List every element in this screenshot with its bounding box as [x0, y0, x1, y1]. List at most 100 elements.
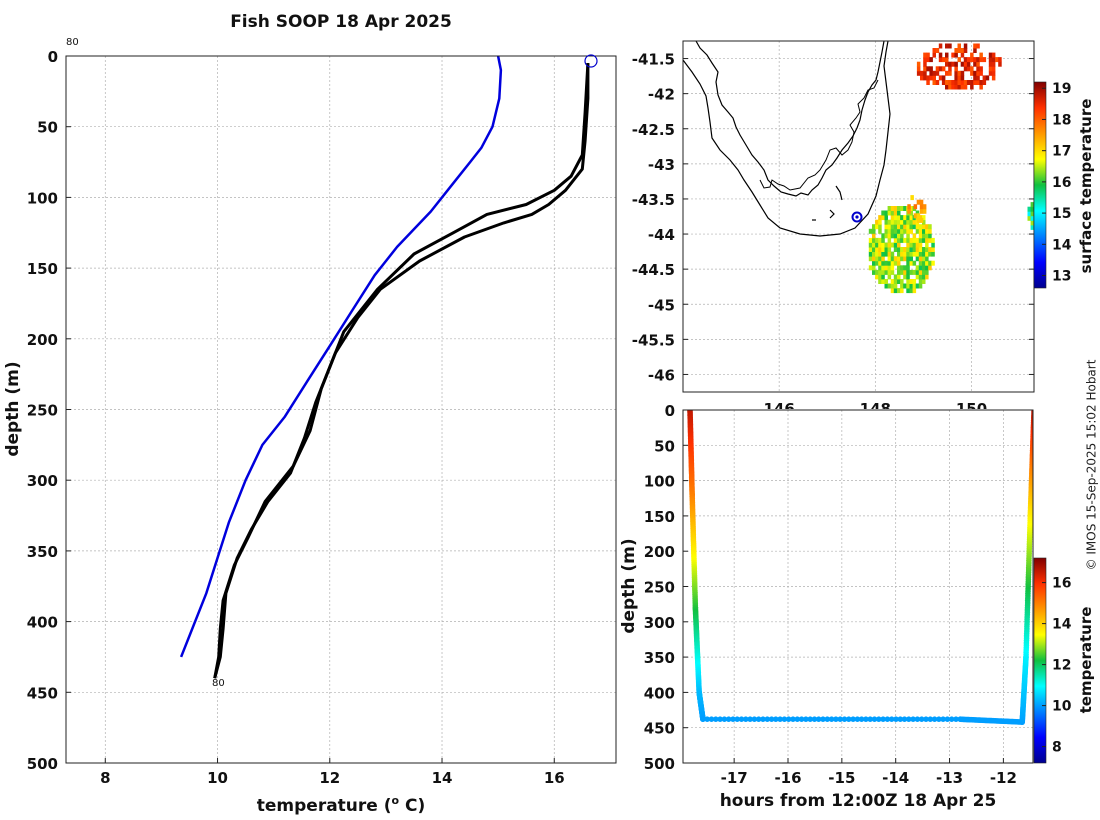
sst-pixel	[897, 224, 901, 230]
depth-sample	[721, 716, 728, 722]
depth-sample	[773, 716, 779, 722]
temperature-colorbar-tick-label: 16	[1052, 576, 1071, 592]
depth-sample	[833, 716, 839, 722]
sst-pixel	[884, 219, 888, 225]
sst-pixel	[875, 269, 879, 275]
sst-pixel	[887, 233, 892, 239]
sst-pixel	[916, 61, 921, 67]
sst-pixel	[951, 61, 955, 67]
sst-pixel	[872, 242, 876, 248]
depth-sample	[850, 716, 856, 722]
sst-pixel	[884, 251, 888, 257]
sst-pixel	[979, 57, 983, 63]
profile-y-tick-label: 0	[48, 48, 58, 66]
sst-pixel	[912, 269, 917, 275]
sst-pixel	[909, 224, 913, 230]
sst-pixel	[979, 52, 983, 58]
sst-pixel	[922, 256, 926, 262]
map-colorbar-ticks: 13 14 15 16 17 18 19	[1042, 81, 1072, 285]
sst-pixel	[932, 52, 936, 58]
sst-pixel	[890, 233, 895, 239]
sst-pixel	[922, 247, 926, 252]
depth-sample	[790, 716, 796, 722]
sst-pixel	[922, 233, 926, 239]
sst-pixel	[897, 215, 901, 221]
sst-pixel	[988, 70, 993, 76]
sst-pixel	[872, 265, 876, 271]
sst-pixel	[875, 237, 879, 243]
sst-pixel	[970, 80, 974, 85]
profile-panel: 8 10 12 14 16050100150200250300350400450500 …	[3, 12, 617, 816]
sst-pixel	[929, 66, 933, 72]
sst-pixel	[875, 242, 879, 248]
map-y-tick-label: -42.5	[632, 121, 675, 139]
profile-x-tick-label: 12	[319, 769, 340, 787]
sst-pixel	[897, 269, 901, 275]
sst-pixel	[931, 260, 935, 266]
sst-pixel	[991, 66, 996, 72]
profile-x-tick-label: 10	[207, 769, 228, 787]
sst-pixel	[906, 288, 910, 294]
sst-pixel	[948, 61, 952, 67]
sst-pixel	[868, 265, 873, 271]
sst-pixel	[1030, 211, 1034, 217]
time-tick-labels: -17 -16 -15 -14 -13 -12 0 50 100 150 200 250 300 350 4…	[644, 402, 1017, 787]
sst-pixel	[903, 228, 907, 234]
sst-pixel	[900, 237, 904, 243]
sst-pixel	[900, 233, 904, 239]
sst-pixel	[903, 269, 907, 275]
depth-sample	[811, 716, 818, 722]
sst-pixel	[957, 84, 961, 90]
sst-pixel	[932, 80, 936, 85]
sst-pixel	[881, 210, 885, 216]
sst-pixel	[923, 66, 927, 72]
sst-pixel	[918, 274, 923, 280]
sst-pixel	[970, 70, 974, 76]
time-depth-panel: -17 -16 -15 -14 -13 -12 0 50 100 150 200 250 300 350 4…	[619, 402, 1095, 811]
profile-grid	[66, 55, 616, 764]
sst-pixel	[903, 237, 907, 243]
sst-pixel	[938, 57, 943, 63]
profile-lines	[179, 56, 590, 679]
profile-series-0	[179, 56, 503, 658]
sst-pixel	[960, 70, 965, 76]
sst-pixel	[966, 66, 971, 72]
depth-sample	[931, 716, 938, 722]
sst-pixel	[929, 57, 933, 63]
depth-sample	[888, 716, 895, 722]
depth-sample	[906, 716, 912, 722]
sst-pixel	[926, 52, 930, 58]
sst-pixel	[954, 84, 958, 90]
chart-title: Fish SOOP 18 Apr 2025	[230, 12, 452, 32]
map-panel: 146148150-41.5-42-42.5-43-43.5-44-44.5-4…	[632, 40, 1095, 421]
sst-pixel	[893, 206, 898, 211]
sst-pixel	[890, 260, 895, 266]
depth-sample	[777, 716, 783, 722]
sst-pixel	[945, 52, 949, 58]
time-y-axis-label: depth (m)	[619, 538, 639, 633]
sst-pixel	[919, 204, 924, 210]
sst-pixel	[897, 265, 901, 271]
sst-pixel	[926, 80, 930, 85]
sst-pixel	[900, 224, 904, 230]
sst-pixel	[925, 233, 929, 239]
sst-pixel	[957, 80, 961, 85]
sst-pixel	[890, 242, 895, 248]
sst-pixel	[922, 237, 926, 243]
profile-y-tick-label: 250	[27, 402, 58, 420]
sst-pixel	[893, 283, 898, 289]
profile-x-tick-label: 14	[432, 769, 453, 787]
depth-sample	[725, 716, 732, 722]
depth-sample	[743, 716, 749, 722]
sst-pixel	[925, 265, 929, 271]
sst-pixel	[954, 80, 958, 85]
sst-pixel	[918, 256, 923, 262]
sst-pixel	[893, 242, 898, 248]
depth-sample	[751, 716, 758, 722]
sst-pixel	[897, 260, 901, 266]
depth-sample	[953, 716, 959, 722]
depth-sample	[764, 716, 771, 722]
sst-pixel	[893, 233, 898, 239]
sst-pixel	[976, 43, 980, 49]
